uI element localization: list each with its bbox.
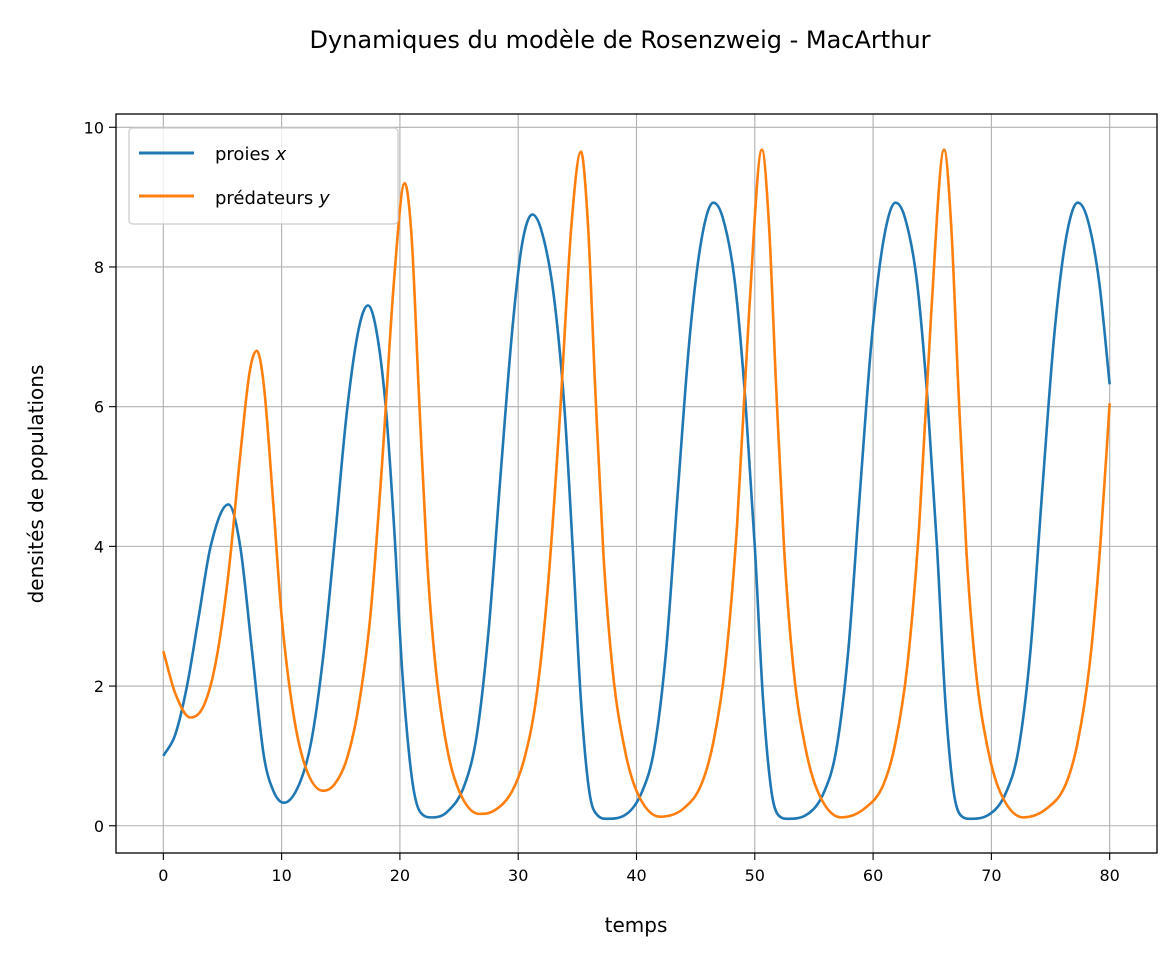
x-tick-label: 10 — [271, 866, 291, 885]
x-tick-label: 50 — [745, 866, 765, 885]
y-tick-label: 8 — [94, 258, 104, 277]
legend-box — [128, 127, 399, 225]
y-tick-label: 0 — [94, 817, 104, 836]
x-tick-label: 0 — [158, 866, 168, 885]
y-tick-label: 6 — [94, 398, 104, 417]
y-tick-label: 4 — [94, 537, 104, 556]
legend: proies x prédateurs y — [128, 127, 399, 225]
y-tick-label: 2 — [94, 677, 104, 696]
ticks: 0 10 20 30 40 50 60 70 80 0 2 4 6 8 10 — [84, 118, 1120, 885]
x-tick-label: 60 — [863, 866, 883, 885]
series-line-prey — [162, 201, 1111, 821]
x-tick-label: 30 — [508, 866, 528, 885]
y-axis-label: densités de populations — [24, 365, 48, 604]
x-tick-label: 40 — [626, 866, 646, 885]
chart-title: Dynamiques du modèle de Rosenzweig - Mac… — [310, 26, 931, 54]
y-tick-label: 10 — [84, 118, 104, 137]
legend-label-prey: proies x — [215, 144, 287, 165]
plot-frame — [115, 113, 1158, 854]
x-tick-label: 80 — [1100, 866, 1120, 885]
series-line-predator — [162, 148, 1111, 819]
legend-label-predator: prédateurs y — [215, 188, 330, 209]
series-lines — [162, 148, 1111, 821]
x-tick-label: 20 — [390, 866, 410, 885]
x-axis-label: temps — [605, 913, 668, 937]
x-tick-label: 70 — [981, 866, 1001, 885]
